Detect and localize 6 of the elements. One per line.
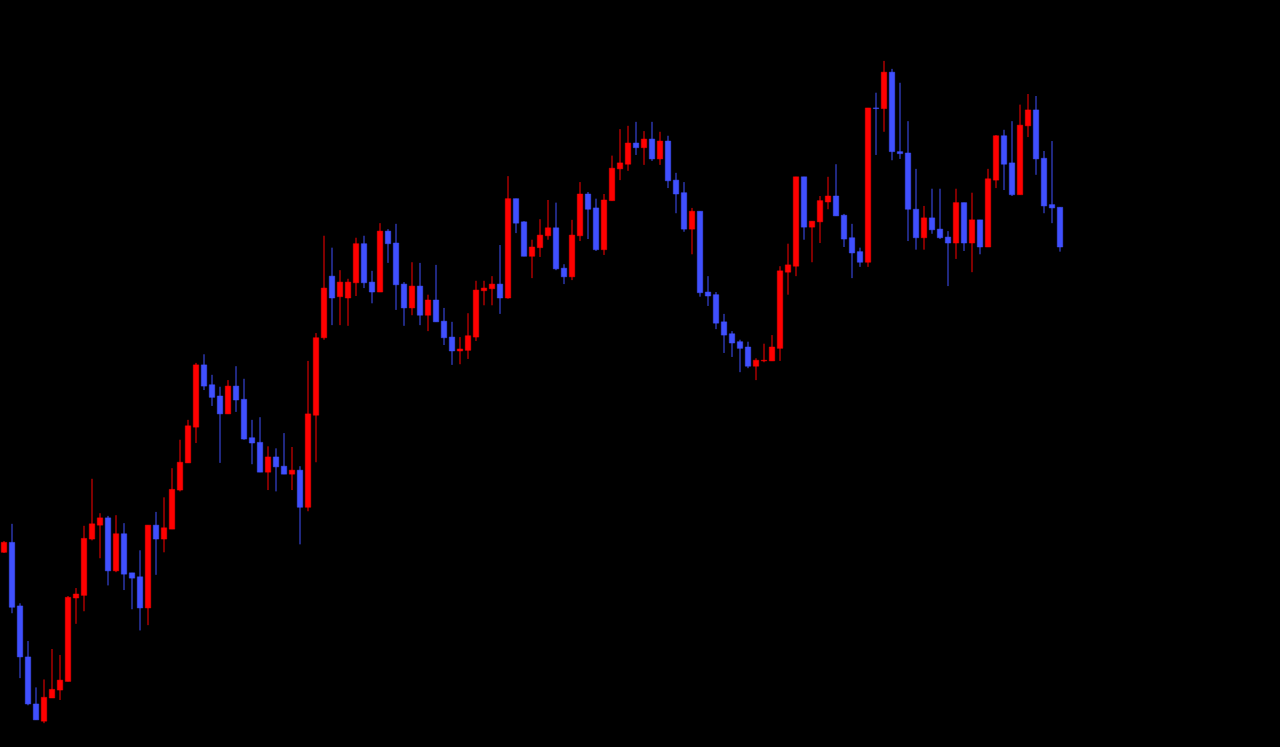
candlestick bbox=[1049, 140, 1055, 224]
candlestick bbox=[457, 336, 463, 365]
candlestick bbox=[873, 92, 879, 156]
candlestick bbox=[761, 343, 767, 363]
candlestick bbox=[73, 587, 79, 625]
candlestick bbox=[705, 275, 711, 307]
